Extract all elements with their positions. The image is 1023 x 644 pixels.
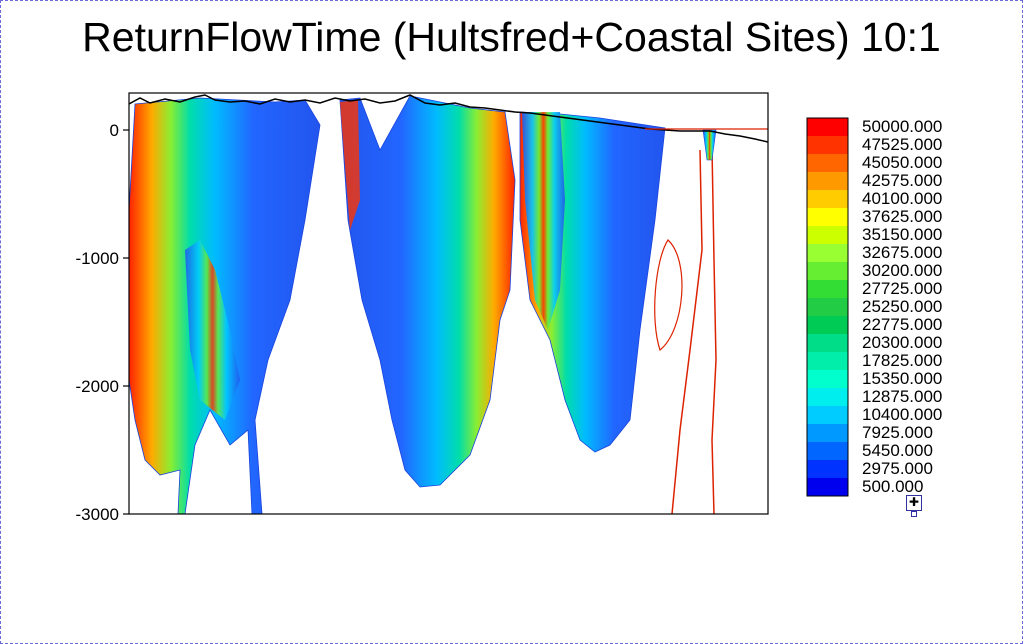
legend-label: 40100.000 [862, 189, 942, 208]
outflow-line-1 [671, 149, 703, 514]
plume-left-core [185, 240, 240, 420]
legend-swatch [807, 136, 848, 154]
legend-border [806, 117, 849, 497]
legend-swatch [807, 154, 848, 172]
legend-swatch [807, 244, 848, 262]
resize-handle-icon[interactable] [911, 511, 917, 517]
plot-border [128, 92, 769, 515]
chart-title: ReturnFlowTime (Hultsfred+Coastal Sites)… [82, 14, 941, 60]
legend-label: 35150.000 [862, 225, 942, 244]
legend-swatch [807, 442, 848, 460]
y-tick-label: 0 [110, 121, 119, 140]
coastal-spike [702, 129, 717, 161]
legend-swatch [807, 226, 848, 244]
legend-label: 25250.000 [862, 297, 942, 316]
legend-swatch [807, 334, 848, 352]
legend-label: 32675.000 [862, 243, 942, 262]
outflow-line-2 [711, 147, 717, 514]
outflow-loop [654, 239, 683, 352]
legend-swatch [807, 352, 848, 370]
legend-swatch [807, 172, 848, 190]
legend-swatch [807, 460, 848, 478]
plume-right-core [522, 112, 565, 330]
legend-swatch [807, 316, 848, 334]
legend-swatch [807, 298, 848, 316]
legend-label: 27725.000 [862, 279, 942, 298]
legend-swatch [807, 406, 848, 424]
legend-label: 7925.000 [862, 423, 933, 442]
legend-label: 42575.000 [862, 171, 942, 190]
legend-swatch [807, 280, 848, 298]
legend-label: 30200.000 [862, 261, 942, 280]
legend-label: 17825.000 [862, 351, 942, 370]
legend: 50000.00047525.00045050.00042575.0004010… [806, 117, 942, 497]
legend-swatch [807, 478, 848, 496]
legend-label: 12875.000 [862, 387, 942, 406]
plume-center [339, 95, 516, 488]
y-tick-label: -2000 [76, 377, 119, 396]
y-tick-label: -1000 [76, 249, 119, 268]
legend-swatch [807, 262, 848, 280]
topography-line [129, 94, 768, 143]
legend-label: 45050.000 [862, 153, 942, 172]
legend-label: 50000.000 [862, 117, 942, 136]
legend-label: 22775.000 [862, 315, 942, 334]
legend-label: 2975.000 [862, 459, 933, 478]
legend-label: 37625.000 [862, 207, 942, 226]
legend-label: 5450.000 [862, 441, 933, 460]
legend-swatch [807, 424, 848, 442]
y-tick-label: -3000 [76, 505, 119, 524]
legend-swatch [807, 370, 848, 388]
plume-center-stem [340, 100, 360, 230]
legend-swatch [807, 388, 848, 406]
legend-label: 20300.000 [862, 333, 942, 352]
move-handle-icon[interactable]: ✚ [906, 495, 922, 511]
legend-label: 10400.000 [862, 405, 942, 424]
y-axis: 0 -1000 -2000 -3000 [76, 121, 129, 524]
contour-field [129, 94, 768, 514]
legend-swatch [807, 118, 848, 136]
legend-swatch [807, 190, 848, 208]
legend-swatch [807, 208, 848, 226]
legend-label: 500.000 [862, 477, 923, 496]
legend-label: 47525.000 [862, 135, 942, 154]
legend-label: 15350.000 [862, 369, 942, 388]
